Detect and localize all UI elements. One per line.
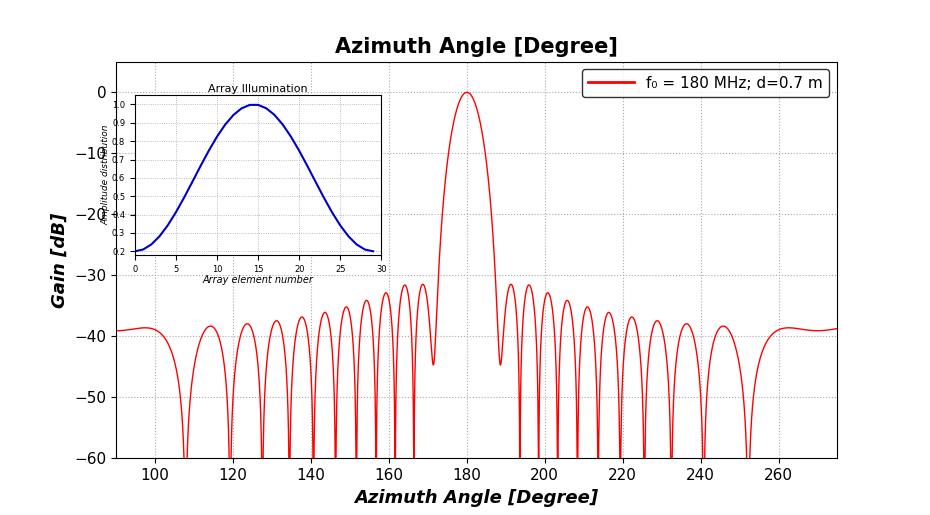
X-axis label: Array element number: Array element number: [203, 275, 313, 285]
Title: Azimuth Angle [Degree]: Azimuth Angle [Degree]: [335, 38, 618, 58]
Title: Array Illumination: Array Illumination: [208, 84, 308, 94]
Legend: f₀ = 180 MHz; d=0.7 m: f₀ = 180 MHz; d=0.7 m: [582, 70, 830, 97]
X-axis label: Azimuth Angle [Degree]: Azimuth Angle [Degree]: [354, 489, 599, 507]
Y-axis label: Gain [dB]: Gain [dB]: [51, 213, 69, 307]
Y-axis label: Amplitude distribution: Amplitude distribution: [101, 125, 111, 226]
